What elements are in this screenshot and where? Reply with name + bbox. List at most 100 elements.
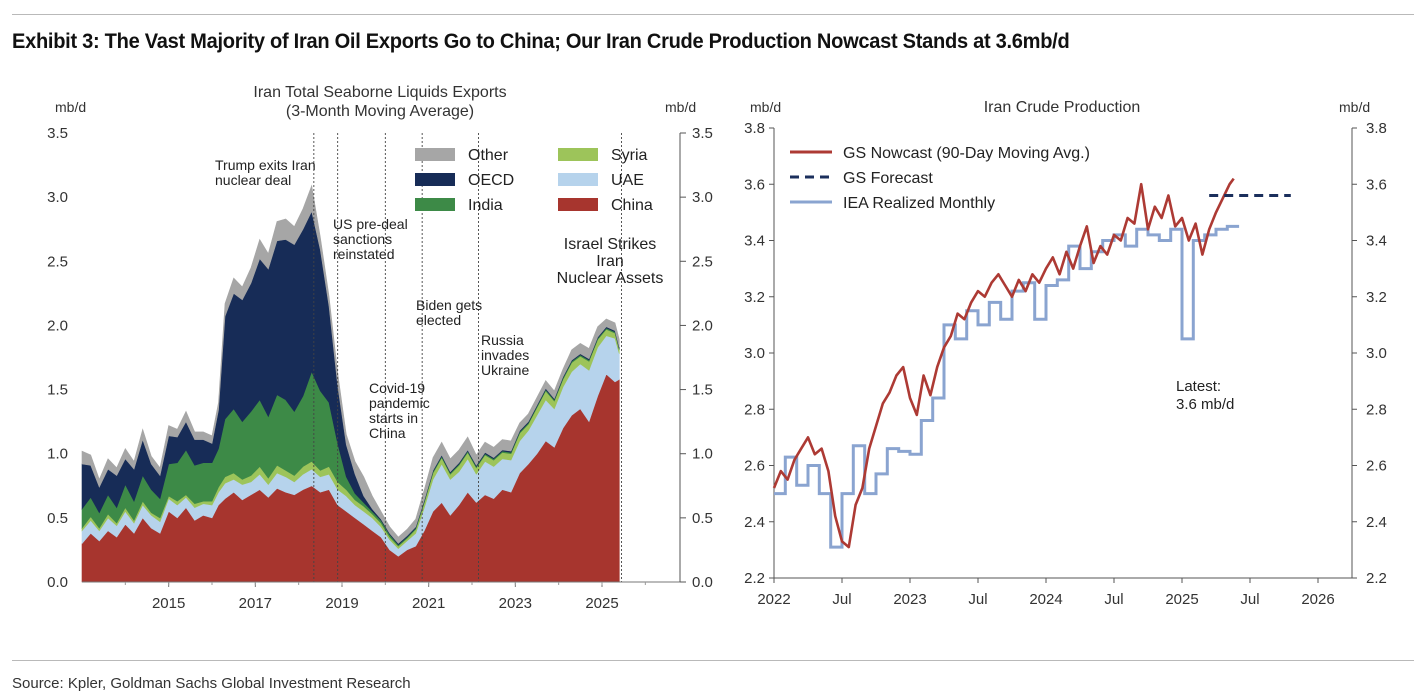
event-label-line: Biden gets [416, 297, 482, 313]
right-y-tick-label-right: 3.6 [1366, 176, 1387, 193]
right-y-unit-left: mb/d [750, 99, 781, 115]
event-label: Israel Strikes Iran Nuclear Assets [557, 236, 664, 287]
series-iea-realized-monthly [774, 224, 1240, 549]
right-x-tick-label: 2023 [893, 591, 926, 608]
left-x-tick-label: 2021 [412, 595, 445, 612]
event-label-line: pandemic [369, 395, 430, 411]
right-x-tick-label: Jul [1104, 591, 1123, 608]
left-y-tick-label: 2.5 [47, 253, 68, 270]
event-label-line: Nuclear Assets [557, 270, 664, 287]
area-other [81, 184, 620, 544]
right-y-tick-label-right: 3.2 [1366, 289, 1387, 306]
left-y-tick-label: 0.5 [47, 510, 68, 527]
event-label-line: nuclear deal [215, 172, 291, 188]
event-label: Trump exits Iran nuclear deal [215, 157, 316, 188]
right-x-tick-label: Jul [968, 591, 987, 608]
right-y-tick-label-left: 2.4 [744, 514, 765, 531]
latest-annotation: Latest: 3.6 mb/d [1176, 378, 1234, 413]
latest-annotation-line: Latest: [1176, 378, 1221, 395]
event-label-line: invades [481, 347, 529, 363]
right-y-tick-label-left: 3.6 [744, 176, 765, 193]
right-y-tick-label-right: 2.4 [1366, 514, 1387, 531]
left-x-tick-label: 2017 [239, 595, 272, 612]
left-right-y-tick-label: 1.5 [692, 382, 713, 399]
bottom-rule [12, 660, 1414, 661]
right-y-tick-label-right: 2.8 [1366, 401, 1387, 418]
latest-annotation-line: 3.6 mb/d [1176, 396, 1234, 413]
event-label-line: Covid-19 [369, 380, 425, 396]
right-y-tick-label-left: 3.4 [744, 233, 765, 250]
event-label: Biden gets elected [416, 297, 482, 328]
left-right-y-tick-label: 3.0 [692, 189, 713, 206]
legend-swatch-other [415, 148, 455, 161]
right-chart-production: Iran Crude Production mb/d mb/d 2.2 2.2 2.4 2.… [744, 99, 1387, 608]
left-y-tick-label: 1.0 [47, 446, 68, 463]
legend-label-oecd: OECD [468, 172, 514, 189]
left-y-tick-label: 2.0 [47, 317, 68, 334]
legend-label-0: GS Nowcast (90-Day Moving Avg.) [843, 145, 1090, 162]
event-label-line: Iran [596, 253, 624, 270]
legend-label-syria: Syria [611, 147, 648, 164]
legend-label-india: India [468, 197, 503, 214]
right-x-tick-label: 2024 [1029, 591, 1062, 608]
event-label-line: sanctions [333, 231, 392, 247]
right-x-tick-label: Jul [832, 591, 851, 608]
left-right-y-tick-label: 0.5 [692, 510, 713, 527]
left-chart-exports: Iran Total Seaborne Liquids Exports (3-Mo… [47, 84, 713, 612]
left-y-unit-right: mb/d [665, 99, 696, 115]
left-chart-title-line: (3-Month Moving Average) [286, 103, 474, 120]
right-y-tick-label-left: 3.0 [744, 345, 765, 362]
left-right-y-tick-label: 2.0 [692, 317, 713, 334]
left-x-tick-label: 2019 [325, 595, 358, 612]
left-x-tick-label: 2023 [499, 595, 532, 612]
right-x-tick-label: 2026 [1301, 591, 1334, 608]
left-right-y-tick-label: 3.5 [692, 125, 713, 142]
legend-swatch-oecd [415, 173, 455, 186]
event-label: Covid-19 pandemic starts in China [369, 380, 430, 441]
event-label-line: starts in [369, 410, 418, 426]
legend-swatch-uae [558, 173, 598, 186]
left-y-tick-label: 3.5 [47, 125, 68, 142]
left-right-y-tick-label: 1.0 [692, 446, 713, 463]
right-y-tick-label-right: 3.4 [1366, 233, 1387, 250]
event-label: Russia invades Ukraine [481, 332, 529, 378]
right-y-tick-label-left: 2.6 [744, 458, 765, 475]
right-x-tick-label: 2025 [1165, 591, 1198, 608]
top-rule [12, 14, 1414, 15]
right-y-tick-label-left: 3.8 [744, 120, 765, 137]
left-right-y-tick-label: 0.0 [692, 574, 713, 591]
right-y-tick-label-left: 3.2 [744, 289, 765, 306]
event-label-line: Trump exits Iran [215, 157, 316, 173]
event-label-line: elected [416, 312, 461, 328]
right-y-tick-label-left: 2.8 [744, 401, 765, 418]
series-gs-nowcast [772, 177, 1235, 549]
left-y-tick-label: 1.5 [47, 382, 68, 399]
left-x-tick-label: 2025 [585, 595, 618, 612]
legend-label-2: IEA Realized Monthly [843, 195, 995, 212]
event-label-line: Russia [481, 332, 524, 348]
left-x-tick-label: 2015 [152, 595, 185, 612]
legend-swatch-syria [558, 148, 598, 161]
right-y-tick-label-left: 2.2 [744, 570, 765, 587]
right-y-tick-label-right: 2.6 [1366, 458, 1387, 475]
legend-swatch-china [558, 198, 598, 211]
right-x-tick-label: 2022 [757, 591, 790, 608]
left-chart-title-line: Iran Total Seaborne Liquids Exports [253, 84, 506, 101]
right-y-tick-label-right: 3.8 [1366, 120, 1387, 137]
right-chart-title: Iran Crude Production [984, 99, 1141, 116]
left-y-tick-label: 0.0 [47, 574, 68, 591]
right-y-tick-label-right: 2.2 [1366, 570, 1387, 587]
event-label: US pre-deal sanctions reinstated [333, 216, 408, 262]
legend-label-other: Other [468, 147, 509, 164]
event-label-line: Israel Strikes [564, 236, 656, 253]
legend-label-china: China [611, 197, 653, 214]
right-y-unit-right: mb/d [1339, 99, 1370, 115]
left-right-y-tick-label: 2.5 [692, 253, 713, 270]
event-label-line: US pre-deal [333, 216, 408, 232]
right-y-tick-label-right: 3.0 [1366, 345, 1387, 362]
event-label-line: Ukraine [481, 362, 529, 378]
event-label-line: reinstated [333, 246, 394, 262]
legend-label-uae: UAE [611, 172, 644, 189]
left-y-unit-left: mb/d [55, 99, 86, 115]
